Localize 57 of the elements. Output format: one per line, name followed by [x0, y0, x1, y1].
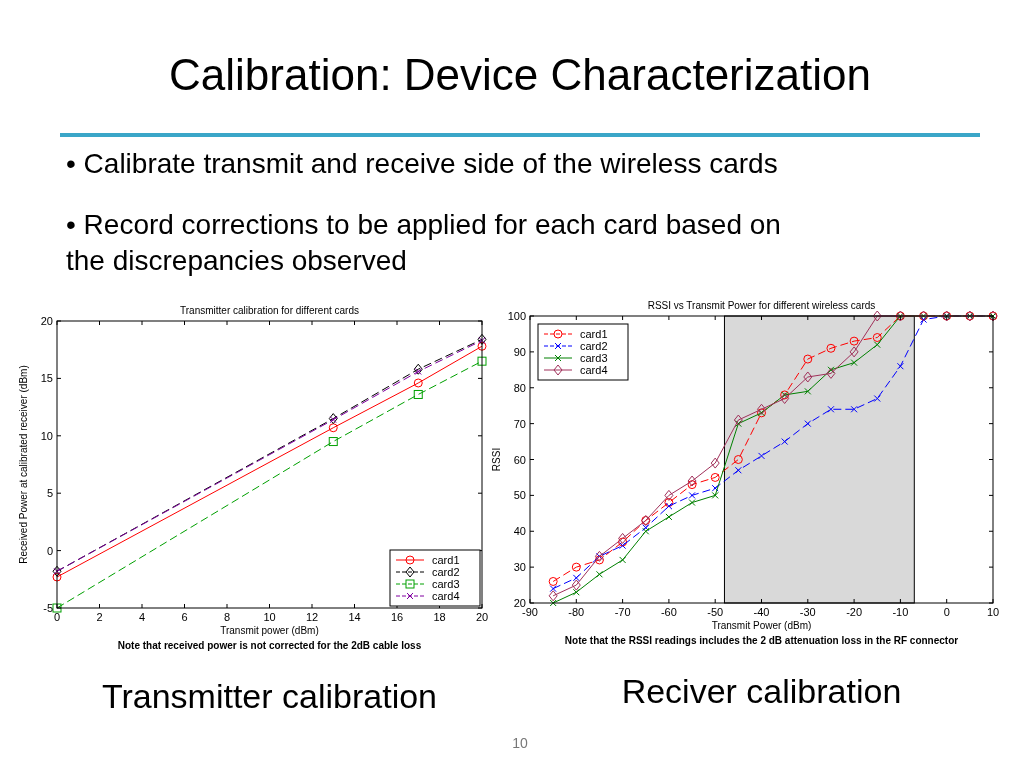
y-tick-label: 100 [507, 310, 526, 322]
legend-label: card3 [432, 578, 460, 590]
x-tick-label: 18 [433, 611, 446, 623]
text: Calibration: Device Characterization [169, 50, 871, 99]
y-tick-label: 50 [513, 489, 526, 502]
x-tick-label: -50 [707, 606, 724, 618]
x-tick-label: 16 [390, 611, 404, 623]
y-tick-label: 10 [40, 429, 53, 442]
legend-label: card4 [432, 590, 460, 602]
text: • Calibrate transmit and receive side of the wireless cards [66, 148, 778, 179]
y-tick-label: 5 [46, 487, 53, 500]
x-axis-title: Transmit Power (dBm) [711, 620, 812, 631]
legend-label: card1 [580, 328, 608, 340]
y-tick-label: 80 [513, 381, 526, 394]
y-tick-label: 15 [40, 372, 53, 385]
x-tick-label: -90 [522, 606, 538, 618]
x-tick-label: 4 [138, 611, 146, 623]
text: Reciver calibration [621, 672, 902, 710]
x-tick-label: -10 [892, 606, 909, 618]
y-tick-label: 90 [513, 345, 526, 358]
x-tick-label: -40 [753, 606, 770, 618]
x-tick-label: 12 [305, 611, 319, 623]
text: Transmitter calibration [101, 677, 438, 715]
x-tick-label: -70 [614, 606, 631, 618]
x-tick-label: 6 [181, 611, 188, 623]
legend-label: card2 [580, 340, 608, 352]
y-tick-label: 60 [513, 453, 526, 466]
text: Note that the RSSI readings includes the 2 dB attenuation loss in the RF connector [564, 635, 959, 646]
y-tick-label: 20 [40, 315, 53, 327]
x-tick-label: -80 [568, 606, 585, 618]
text: Note that received power is not corrected for the 2dB cable loss [117, 640, 422, 651]
y-tick-label: 0 [46, 544, 53, 557]
y-axis-title: Received Power at calibrated receiver (dBm) [18, 365, 29, 564]
chart-title: Transmitter calibration for different cards [180, 305, 359, 316]
x-tick-label: 14 [348, 611, 361, 623]
legend-label: card1 [432, 554, 460, 566]
y-tick-label: 30 [513, 561, 526, 574]
x-tick-label: 20 [475, 611, 489, 623]
y-tick-label: 20 [513, 597, 526, 609]
x-tick-label: -60 [660, 606, 677, 618]
legend-label: card2 [432, 566, 460, 578]
legend-label: card3 [580, 352, 608, 364]
text: • Record corrections to be applied for each card based on the discrepancies observed [66, 209, 781, 276]
x-tick-label: 10 [986, 606, 1000, 618]
y-tick-label: -5 [43, 602, 53, 614]
x-axis-title: Transmit power (dBm) [220, 625, 319, 636]
x-tick-label: -30 [799, 606, 816, 618]
x-tick-label: 10 [263, 611, 276, 623]
chart-title: RSSI vs Transmit Power for different wireless cards [647, 300, 876, 311]
y-tick-label: 70 [513, 417, 526, 430]
y-axis-title: RSSI [491, 447, 502, 472]
x-tick-label: 0 [943, 606, 950, 618]
y-tick-label: 40 [513, 525, 526, 538]
x-tick-label: 2 [96, 611, 103, 623]
legend-label: card4 [580, 364, 608, 376]
x-tick-label: 8 [223, 611, 231, 623]
x-tick-label: -20 [846, 606, 863, 618]
